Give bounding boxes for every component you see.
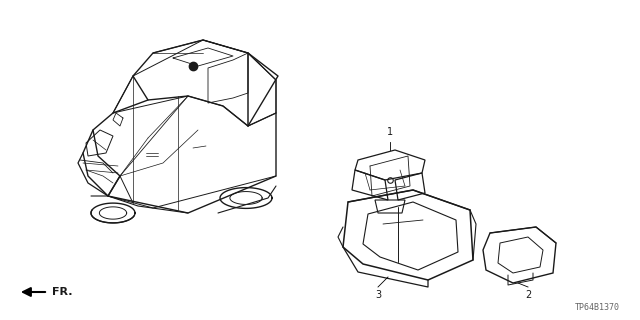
Text: 3: 3 bbox=[375, 290, 381, 300]
Text: 1: 1 bbox=[387, 127, 393, 137]
Text: FR.: FR. bbox=[52, 287, 72, 297]
Text: 2: 2 bbox=[525, 290, 531, 300]
Text: TP64B1370: TP64B1370 bbox=[575, 303, 620, 313]
